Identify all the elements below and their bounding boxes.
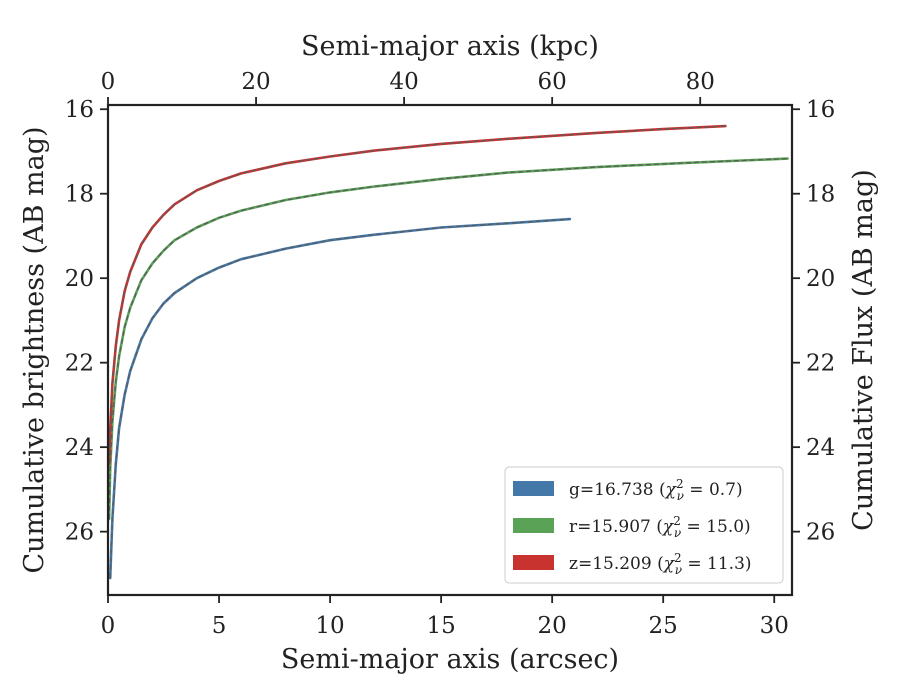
right-y-tick-label-16: 16: [806, 97, 835, 123]
x-tick-label-0: 0: [101, 613, 116, 639]
x-tick-label-5: 5: [212, 613, 227, 639]
x-axis-label: Semi-major axis (arcsec): [281, 644, 619, 675]
legend-label-0: g=16.738 (χ2 ν = 0.7): [569, 477, 743, 503]
y-tick-label-20: 20: [65, 266, 94, 292]
ticks-layer: 0 5 10 15 20 25 30 0 20 40 60 80 16 16 18 18 20 20 22 22 24 2…: [65, 69, 836, 639]
x-tick-label-20: 20: [538, 613, 567, 639]
x-tick-label-15: 15: [426, 613, 455, 639]
top-x-tick-label-40: 40: [389, 69, 418, 95]
top-x-axis-label: Semi-major axis (kpc): [301, 31, 599, 62]
right-y-tick-label-24: 24: [806, 435, 835, 461]
legend-swatch-2: [513, 555, 554, 570]
right-y-tick-label-18: 18: [806, 182, 835, 208]
top-x-tick-label-0: 0: [101, 69, 116, 95]
y-tick-label-26: 26: [65, 520, 94, 546]
top-x-tick-label-80: 80: [686, 69, 715, 95]
legend-items: g=16.738 (χ2 ν = 0.7) r=15.907 (χ2 ν = 15.0…: [513, 477, 752, 577]
plot-frame: [106, 103, 794, 597]
right-y-tick-label-20: 20: [806, 266, 835, 292]
right-y-tick-label-22: 22: [806, 351, 835, 377]
y-tick-label-22: 22: [65, 351, 94, 377]
legend: g=16.738 (χ2 ν = 0.7) r=15.907 (χ2 ν = 15.0…: [504, 466, 784, 584]
legend-swatch-1: [513, 518, 554, 533]
series-model-line-1: [108, 157, 788, 520]
series-layer: [107, 124, 789, 580]
y-axis-label: Cumulative brightness (AB mag): [19, 126, 50, 573]
legend-swatch-0: [513, 481, 554, 496]
right-y-tick-label-26: 26: [806, 520, 835, 546]
y-tick-label-24: 24: [65, 435, 94, 461]
y-tick-label-16: 16: [65, 97, 94, 123]
legend-box: [504, 466, 784, 584]
x-tick-label-30: 30: [760, 613, 789, 639]
y-tick-label-18: 18: [65, 182, 94, 208]
x-tick-label-25: 25: [649, 613, 678, 639]
series-model-line-0: [109, 218, 570, 579]
legend-label-2: z=15.209 (χ2 ν = 11.3): [569, 551, 752, 577]
legend-label-1: r=15.907 (χ2 ν = 15.0): [569, 514, 751, 540]
top-x-tick-label-20: 20: [241, 69, 270, 95]
right-y-axis-label: Cumulative Flux (AB mag): [848, 169, 879, 531]
series-model-line-2: [108, 125, 726, 465]
top-x-tick-label-60: 60: [538, 69, 567, 95]
x-tick-label-10: 10: [315, 613, 344, 639]
